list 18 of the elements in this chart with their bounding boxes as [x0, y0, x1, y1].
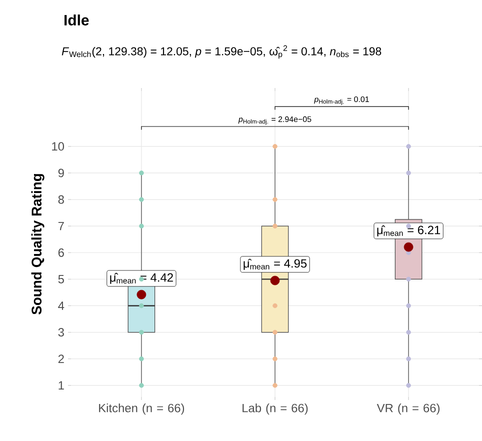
y-tick-label: 9 — [58, 168, 64, 178]
y-tick-label: 1 — [58, 381, 64, 390]
chart-title: Idle — [64, 14, 89, 26]
x-tick-label: Kitchen (n = 66) — [99, 404, 184, 415]
y-tick-label: 8 — [58, 195, 64, 204]
x-tick-label: Lab (n = 66) — [242, 404, 308, 415]
y-tick-label: 7 — [58, 222, 64, 230]
y-tick-label: 3 — [58, 328, 64, 337]
y-tick-label: 2 — [58, 354, 64, 364]
y-tick-label: 4 — [58, 302, 64, 310]
x-tick-label: VR (n = 66) — [376, 404, 440, 415]
y-tick-label: 6 — [58, 248, 64, 257]
text: F$_{Welch}$(2, 129.38) = 12.05, p = 1.59e−05, ω̂$_{p}$$^{2}$ = 0.14, n$_{obs}$ = 198 — [62, 45, 382, 59]
y-tick-label: 10 — [52, 142, 64, 151]
y-axis-title: Sound Quality Rating — [31, 174, 44, 314]
y-tick-label: 5 — [58, 275, 64, 284]
data-label: μ̂$_{mean}$ = 6.21 — [377, 225, 440, 236]
data-label: μ̂$_{mean}$ = 4.95 — [244, 258, 307, 270]
